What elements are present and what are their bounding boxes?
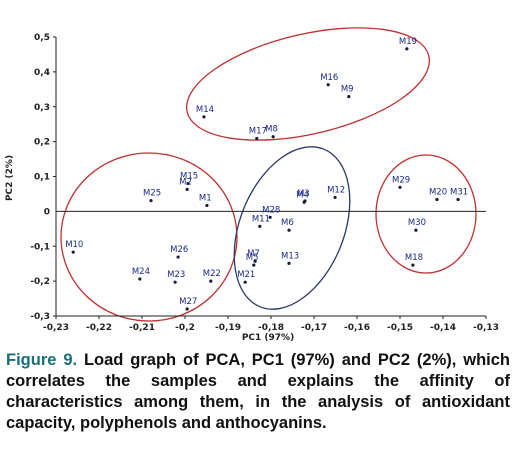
x-tick-label: -0,2 xyxy=(175,323,195,333)
y-tick-label: 0,2 xyxy=(34,138,50,148)
point xyxy=(333,195,337,200)
point-label: M25 xyxy=(143,189,161,199)
point xyxy=(326,83,330,87)
x-tick-label: -0,16 xyxy=(344,323,370,333)
point-label: M22 xyxy=(203,269,221,279)
point xyxy=(268,215,272,219)
point-label: M4 xyxy=(296,190,309,200)
point xyxy=(252,263,256,267)
point-label: M24 xyxy=(132,267,150,277)
point-label: M16 xyxy=(320,73,338,83)
point-label: M6 xyxy=(281,218,294,228)
cluster-ellipse xyxy=(375,154,477,274)
point xyxy=(243,280,247,284)
point xyxy=(205,203,209,208)
x-tick-label: -0,15 xyxy=(387,323,413,333)
point xyxy=(255,136,259,141)
point-label: M10 xyxy=(65,240,83,250)
point xyxy=(287,261,291,265)
point-label: M29 xyxy=(392,175,410,185)
x-tick-label: -0,14 xyxy=(430,323,456,333)
point xyxy=(411,263,415,267)
point xyxy=(202,115,206,119)
point xyxy=(435,197,439,202)
chart: PC1 (97%) PC2 (2%) -0,3 -0,2 -0,1 0 0,1 0,2 0,… xyxy=(5,27,499,343)
x-tick-label: -0,17 xyxy=(301,323,327,333)
y-tick-label: 0 xyxy=(44,207,50,217)
point xyxy=(173,280,177,284)
point-label: M5 xyxy=(246,253,259,263)
x-tick-label: -0,18 xyxy=(258,323,284,333)
point xyxy=(209,279,213,283)
point-label: M8 xyxy=(265,125,278,135)
point-label: M7 xyxy=(247,249,260,259)
x-tick-label: -0,13 xyxy=(473,323,499,333)
point xyxy=(185,187,189,192)
caption-label: Figure 9. xyxy=(6,351,78,369)
point xyxy=(456,197,460,202)
point-label: M20 xyxy=(429,188,447,198)
point xyxy=(185,307,189,311)
point xyxy=(302,200,306,204)
y-tick-label: 0,3 xyxy=(34,103,50,113)
point-label: M18 xyxy=(405,253,423,263)
point xyxy=(149,198,153,203)
cluster-ellipse xyxy=(186,27,430,141)
caption-text: Load graph of PCA, PC1 (97%) and PC2 (2%… xyxy=(6,351,510,432)
y-tick-label: 0,1 xyxy=(34,173,50,183)
point-label: M11 xyxy=(252,214,270,224)
x-tick-label: -0,19 xyxy=(215,323,241,333)
x-tick-label: -0,22 xyxy=(86,323,112,333)
y-tick-label: -0,3 xyxy=(30,312,50,322)
point-label: M19 xyxy=(399,37,417,47)
point xyxy=(258,224,262,228)
y-tick-label: -0,2 xyxy=(30,277,50,287)
point-label: M26 xyxy=(170,245,188,255)
x-axis-label: PC1 (97%) xyxy=(242,333,294,343)
point-label: M3 xyxy=(297,189,310,199)
point-label: M15 xyxy=(180,171,198,181)
point-label: M12 xyxy=(327,185,345,195)
point-label: M1 xyxy=(199,193,212,203)
x-tick-label: -0,23 xyxy=(43,323,69,333)
point xyxy=(186,181,190,186)
point xyxy=(138,277,142,281)
point-label: M13 xyxy=(281,251,299,261)
y-tick-label: 0,4 xyxy=(34,68,50,78)
point xyxy=(176,255,180,259)
point-label: M28 xyxy=(262,205,280,215)
point xyxy=(253,259,257,263)
caption: Figure 9. Load graph of PCA, PC1 (97%) a… xyxy=(6,350,510,434)
point-label: M17 xyxy=(249,126,267,136)
y-tick-label: -0,1 xyxy=(30,242,50,252)
point xyxy=(414,228,418,232)
y-tick-label: 0,5 xyxy=(34,33,50,43)
x-tick-label: -0,21 xyxy=(129,323,155,333)
point-label: M30 xyxy=(408,218,426,228)
point xyxy=(287,228,291,232)
cluster-ellipse xyxy=(60,152,238,322)
y-axis-label: PC2 (2%) xyxy=(5,155,15,201)
point-label: M14 xyxy=(196,105,214,115)
point xyxy=(398,185,402,189)
point xyxy=(405,47,409,51)
point xyxy=(347,95,351,99)
point-label: M31 xyxy=(450,188,468,198)
point xyxy=(71,250,75,254)
point xyxy=(271,135,275,139)
point-label: M2 xyxy=(179,177,192,187)
point-label: M21 xyxy=(237,270,255,280)
point-label: M9 xyxy=(341,85,354,95)
cluster-ellipse xyxy=(233,146,351,310)
point-label: M27 xyxy=(179,297,197,307)
point-label: M23 xyxy=(167,270,185,280)
